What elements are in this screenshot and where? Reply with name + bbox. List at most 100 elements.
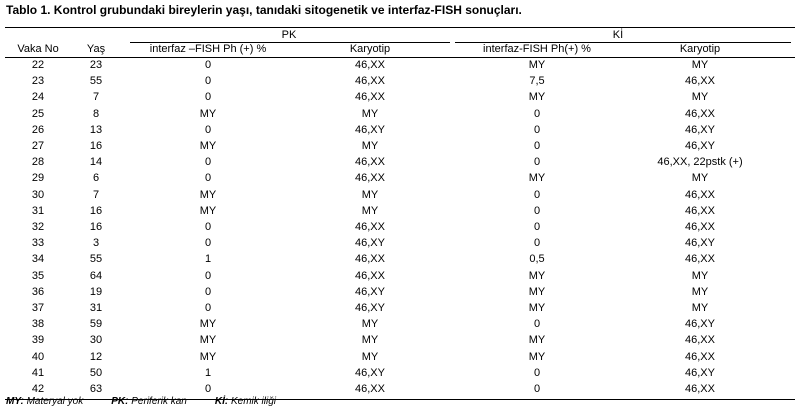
column-header: interfaz-FISH Ph(+) % — [483, 43, 591, 55]
cell: 6 — [92, 172, 100, 185]
cell: 12 — [89, 350, 103, 363]
cell: 38 — [31, 318, 45, 331]
cell: 23 — [89, 59, 103, 71]
cell: 55 — [89, 75, 103, 88]
cell: 30 — [89, 334, 103, 347]
column-header: Karyotip — [679, 43, 721, 55]
cell: MY — [528, 172, 546, 185]
cell: MY — [361, 318, 379, 331]
cell: 7 — [92, 91, 100, 104]
cell: MY — [361, 188, 379, 201]
cell: 22 — [31, 59, 45, 71]
cell: 46,XX — [685, 221, 715, 233]
cell: MY — [361, 350, 379, 363]
cell: 0 — [533, 221, 541, 233]
cell: 50 — [89, 366, 103, 379]
cell: 46,XY — [685, 237, 715, 250]
cell: MY — [361, 204, 379, 217]
cell: 30 — [31, 188, 45, 201]
cell: 64 — [89, 269, 103, 282]
column-header: interfaz –FISH Ph (+) % — [149, 43, 267, 55]
cell: 13 — [89, 123, 103, 136]
cell: 46,XX — [355, 253, 385, 266]
cell: 46,XY — [685, 123, 715, 136]
cell: 31 — [31, 204, 45, 217]
cell: 0 — [204, 91, 212, 104]
cell: 26 — [31, 123, 45, 136]
cell: 32 — [31, 221, 45, 233]
cell: MY — [528, 269, 546, 282]
cell: MY — [691, 91, 709, 104]
group-header: PK — [281, 29, 297, 41]
cell: 0,5 — [529, 253, 545, 266]
cell: 42 — [31, 383, 45, 395]
cell: 46,XX — [685, 383, 715, 395]
abbreviation: PK: — [111, 396, 129, 407]
cell: 0 — [533, 140, 541, 152]
cell: 0 — [533, 204, 541, 217]
cell: 46,XY — [685, 318, 715, 331]
cell: 46,XX — [355, 75, 385, 88]
cell: 46,XX — [685, 75, 715, 88]
cell: 46,XX — [355, 156, 385, 169]
cell: 25 — [31, 107, 45, 120]
cell: 1 — [204, 253, 212, 266]
cell: 46,XY — [355, 285, 385, 298]
cell: 46,XX — [355, 269, 385, 282]
cell: MY — [199, 188, 217, 201]
cell: MY — [199, 350, 217, 363]
cell: 0 — [204, 302, 212, 314]
cell: 46,XX — [685, 204, 715, 217]
cell: 46,XX — [355, 383, 385, 395]
cell: 46,XX — [685, 107, 715, 120]
cell: 0 — [204, 59, 212, 71]
cell: 7,5 — [529, 75, 545, 88]
cell: 55 — [89, 253, 103, 266]
cell: 46,XY — [685, 366, 715, 379]
footnote-item: PK: Periferik kan — [111, 396, 187, 407]
cell: 0 — [204, 75, 212, 88]
cell: 23 — [31, 75, 45, 88]
cell: 29 — [31, 172, 45, 185]
cell: 63 — [89, 383, 103, 395]
cell: 0 — [533, 188, 541, 201]
cell: 34 — [31, 253, 45, 266]
cell: 46,XX — [685, 253, 715, 266]
cell: 19 — [89, 285, 103, 298]
cell: MY — [691, 269, 709, 282]
cell: 35 — [31, 269, 45, 282]
cell: MY — [691, 302, 709, 314]
rule — [5, 27, 795, 28]
footnote-item: Kİ: Kemik iliği — [215, 396, 276, 407]
cell: 31 — [89, 302, 103, 314]
column-header: Yaş — [86, 43, 106, 55]
cell: 0 — [204, 156, 212, 169]
definition: Kemik iliği — [230, 396, 276, 407]
cell: 41 — [31, 366, 45, 379]
cell: MY — [361, 140, 379, 152]
cell: 8 — [92, 107, 100, 120]
table-title: Tablo 1. Kontrol grubundaki bireylerin y… — [6, 3, 522, 17]
cell: 0 — [533, 156, 541, 169]
cell: 0 — [533, 383, 541, 395]
cell: 0 — [533, 366, 541, 379]
cell: 28 — [31, 156, 45, 169]
cell: 16 — [89, 140, 103, 152]
cell: 46,XX — [355, 91, 385, 104]
cell: 33 — [31, 237, 45, 250]
footnote-item: MY: Materyal yok — [6, 396, 83, 407]
cell: 46,XX — [685, 334, 715, 347]
footnote: MY: Materyal yok PK: Periferik kan Kİ: Kem… — [6, 396, 304, 408]
cell: 0 — [533, 123, 541, 136]
rule — [130, 42, 450, 43]
abbreviation: MY: — [6, 396, 24, 407]
cell: 0 — [204, 237, 212, 250]
cell: 16 — [89, 221, 103, 233]
cell: 46,XY — [685, 140, 715, 152]
abbreviation: Kİ: — [214, 396, 229, 407]
cell: 46,XY — [355, 302, 385, 314]
cell: MY — [528, 91, 546, 104]
cell: MY — [691, 285, 709, 298]
definition: Periferik kan — [131, 396, 187, 407]
cell: MY — [199, 334, 217, 347]
